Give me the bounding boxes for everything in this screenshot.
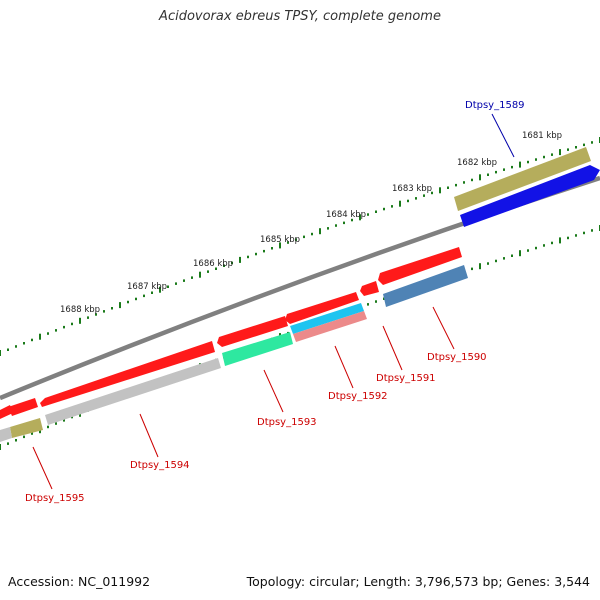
genome-summary-text: Topology: circular; Length: 3,796,573 bp…	[246, 574, 590, 589]
genome-backbone	[0, 175, 600, 401]
gene-feature-1592-salmon[interactable]	[293, 311, 367, 342]
gene-label-1591[interactable]: Dtpsy_1591	[376, 373, 436, 384]
leader-1590	[432, 306, 455, 350]
leader-1591	[382, 325, 403, 371]
gene-feature-1590-fwd[interactable]	[378, 247, 462, 285]
scale-label-1682: 1682 kbp	[457, 158, 497, 168]
scale-label-1683: 1683 kbp	[392, 184, 432, 194]
gene-label-1592[interactable]: Dtpsy_1592	[328, 391, 388, 402]
gene-label-1589[interactable]: Dtpsy_1589	[465, 100, 525, 111]
gene-feature-1589-blue[interactable]	[460, 165, 600, 227]
gene-label-1595[interactable]: Dtpsy_1595	[25, 493, 85, 504]
gene-feature-1592-cyan[interactable]	[290, 303, 364, 334]
gene-feature-1594-grey[interactable]	[45, 358, 221, 425]
gene-feature-1593-green[interactable]	[222, 332, 293, 366]
accession-text: Accession: NC_011992	[8, 574, 151, 589]
gene-label-1594[interactable]: Dtpsy_1594	[130, 460, 190, 471]
scale-labels: 1681 kbp 1682 kbp 1683 kbp 1684 kbp 1685…	[60, 131, 562, 315]
gene-feature-1589-olive[interactable]	[454, 147, 591, 211]
gene-labels: Dtpsy_1589 Dtpsy_1590 Dtpsy_1591 Dtpsy_1…	[25, 100, 525, 504]
scale-label-1684: 1684 kbp	[326, 210, 366, 220]
leader-1595	[32, 446, 53, 490]
gene-feature-1592-fwd[interactable]	[285, 292, 359, 324]
leader-1592	[334, 345, 354, 389]
scale-label-1685: 1685 kbp	[260, 235, 300, 245]
scale-label-1681: 1681 kbp	[522, 131, 562, 141]
forward-strand-genes	[0, 165, 600, 419]
gene-feature-1594-fwd[interactable]	[40, 341, 215, 407]
leader-1594	[139, 413, 159, 458]
map-title: Acidovorax ebreus TPSY, complete genome	[159, 9, 441, 24]
gene-label-1590[interactable]: Dtpsy_1590	[427, 352, 487, 363]
gene-feature-grey-left[interactable]	[0, 427, 12, 442]
scale-label-1687: 1687 kbp	[127, 282, 167, 292]
leader-1593	[263, 369, 284, 413]
gene-feature-1593-fwd[interactable]	[217, 316, 288, 347]
scale-label-1686: 1686 kbp	[193, 259, 233, 269]
label-leaders	[32, 113, 515, 490]
gene-feature-1590-steel[interactable]	[383, 265, 468, 307]
gene-label-1593[interactable]: Dtpsy_1593	[257, 417, 317, 428]
reverse-strand-genes	[0, 147, 591, 442]
scale-label-1688: 1688 kbp	[60, 305, 100, 315]
outer-tick-ring	[0, 137, 600, 356]
gene-feature-1595-olive[interactable]	[10, 418, 43, 438]
leader-1589	[491, 113, 515, 158]
gene-feature-fwd-small-left[interactable]	[8, 398, 38, 416]
gene-feature-1591-fwd[interactable]	[360, 281, 379, 296]
